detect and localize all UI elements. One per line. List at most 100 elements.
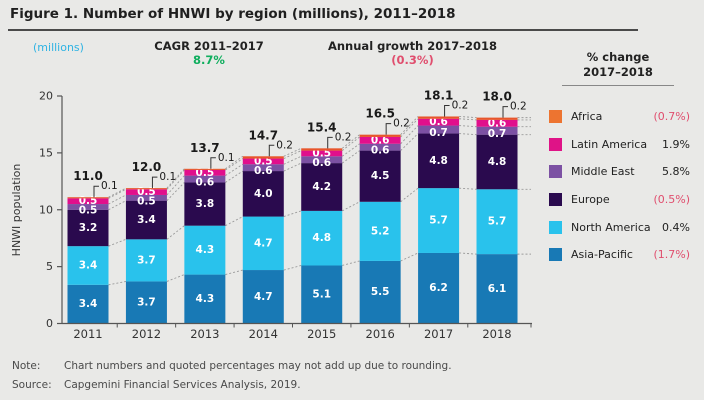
legend-swatch [549,165,562,179]
legend-header: % change 2017–2018 [540,50,696,80]
y-tick-label: 15 [39,146,53,159]
bar-segment-north-america-2014 [242,216,284,271]
africa-callout-label: 0.2 [276,139,293,151]
connector-line [459,187,477,190]
connector-line [342,260,360,266]
bar-segment-latin-america-2012 [125,189,167,195]
segment-label: 5.5 [371,286,390,298]
bar-segment-latin-america-2016 [359,136,401,144]
segment-label: 3.7 [137,296,156,308]
x-tick-label: 2012 [132,327,161,341]
legend-value: 0.4% [662,220,690,234]
x-tick-label: 2016 [366,327,395,341]
callout-connector [151,176,158,189]
bar-segment-middle-east-2011 [67,204,109,210]
x-tick-label: 2017 [424,327,453,341]
connector-line [283,147,302,157]
bar-segment-africa-2016 [359,134,401,137]
bar-segment-middle-east-2017 [418,125,460,134]
legend-items: Africa (0.7%) Latin America 1.9% Middle East… [540,103,696,269]
connector-line [108,194,127,205]
bar-segment-latin-america-2017 [418,118,460,126]
segment-label: 0.7 [429,127,448,139]
bar-segment-asia-pacific-2013 [184,274,226,324]
segment-label: 4.8 [429,155,448,167]
legend-header-line2: 2017–2018 [583,64,653,79]
chart-area: 3.4 3.4 3.2 0.5 0.5 11.0 0.1 3.7 3.7 3.4 0.5 0.5 12.… [0,85,545,355]
segment-label: 0.6 [371,145,390,157]
legend-item-europe: Europe (0.5%) [540,186,696,214]
segment-label: 3.8 [196,198,215,210]
callout-connector [385,123,392,135]
bar-segment-north-america-2017 [418,188,460,253]
legend-value: (0.7%) [653,110,690,124]
connector-line [108,238,127,247]
connector-line [459,125,477,128]
bar-segment-europe-2015 [301,163,343,211]
y-tick-label: 0 [46,317,53,330]
bar-total-label: 14.7 [248,128,278,142]
bar-segment-europe-2016 [359,150,401,202]
segment-label: 0.6 [488,117,507,129]
legend-value: (0.5%) [653,192,690,206]
legend-value: (1.7%) [653,248,690,262]
bar-segment-north-america-2012 [125,239,167,282]
connector-line [341,150,360,164]
bar-segment-africa-2013 [184,168,226,170]
bar-segment-north-america-2015 [301,210,343,266]
connector-line [400,252,419,262]
segment-label: 5.7 [488,216,507,228]
segment-label: 0.6 [254,165,273,177]
bar-segment-asia-pacific-2017 [418,252,460,324]
segment-label: 6.1 [488,283,507,295]
connector-line [108,280,127,286]
connector-line [400,125,419,145]
legend-swatch [549,192,562,206]
connector-line [108,187,127,198]
axis-unit-label: (millions) [33,41,84,54]
title-divider [8,29,638,31]
note-row: Note: Chart numbers and quoted percentag… [12,360,452,372]
y-axis-title: HNWI population [10,164,23,257]
connector-line [166,225,185,240]
bar-total-label: 13.7 [190,141,220,155]
africa-callout-label: 0.2 [510,101,527,113]
footnotes: Note: Chart numbers and quoted percentag… [12,360,452,398]
bar-segment-europe-2018 [476,134,518,190]
segment-label: 3.4 [79,298,98,310]
segment-label: 4.7 [254,291,273,303]
bar-segment-asia-pacific-2014 [242,270,284,324]
connector-line [166,175,185,196]
connector-line [459,118,477,121]
segment-label: 4.7 [254,237,273,249]
segment-label: 0.5 [137,186,156,198]
bar-segment-north-america-2013 [184,225,226,275]
connector-line [225,269,243,276]
annual-growth-value: (0.3%) [391,53,434,68]
connector-line [283,265,302,271]
chart-svg: 3.43.43.20.50.511.00.13.73.73.40.50.512.… [10,88,532,341]
legend-label: North America [571,220,651,234]
segment-label: 6.2 [429,282,448,294]
segment-label: 0.7 [488,128,507,140]
bar-segment-middle-east-2015 [301,156,343,164]
connector-line [459,133,477,136]
bar-segment-africa-2018 [476,117,518,120]
connector-line [400,133,419,151]
bar-segment-africa-2011 [67,197,109,199]
legend-header-line1: % change [586,50,650,64]
segment-label: 4.2 [312,181,331,193]
bar-segment-europe-2012 [125,200,167,240]
bar-segment-middle-east-2012 [125,194,167,201]
africa-callout-label: 0.2 [393,118,410,130]
connector-line [108,200,127,211]
x-tick-label: 2011 [73,327,102,341]
connector-line [283,155,302,165]
callout-connector [93,185,99,198]
segment-label: 3.2 [79,222,98,234]
bar-segment-latin-america-2011 [67,198,109,205]
connector-line [400,116,419,135]
segment-label: 0.5 [79,195,98,207]
bar-segment-africa-2014 [242,156,284,159]
callout-connector [268,144,275,157]
